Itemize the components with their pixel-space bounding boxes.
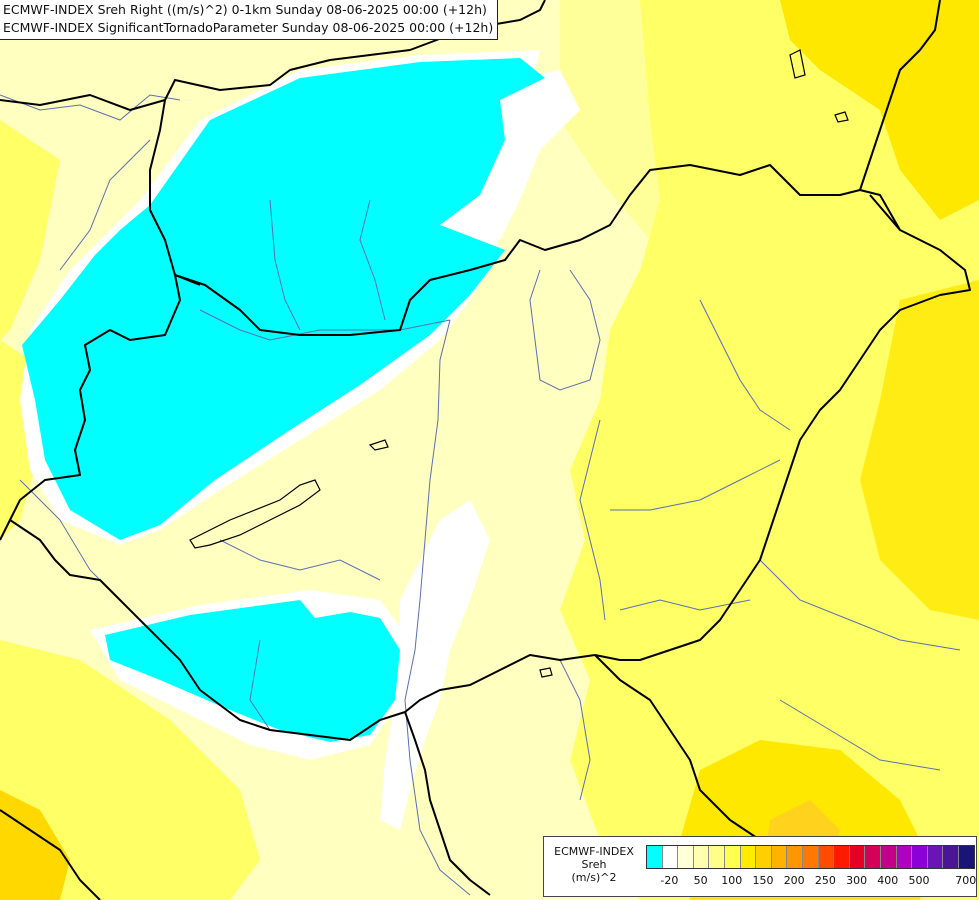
legend-swatch (740, 846, 757, 868)
legend-title-line2: Sreh (581, 858, 607, 871)
lake-small-1 (368, 439, 389, 451)
legend-swatch (802, 846, 819, 868)
legend-tick-label: 50 (693, 874, 708, 887)
border-czech-slovak (149, 0, 941, 336)
legend-swatch (756, 846, 772, 868)
legend-swatch (880, 846, 897, 868)
legend-swatch (662, 846, 679, 868)
river-7 (579, 419, 606, 621)
legend-swatch (849, 846, 866, 868)
legend-swatch (927, 846, 944, 868)
border-hungary-south (9, 519, 596, 741)
legend-swatch (647, 846, 663, 868)
lakes (189, 49, 849, 678)
cyan-north-region (22, 58, 545, 540)
lake-balaton (189, 479, 321, 549)
legend-tick-labels: -20 50 100 150 200 250 300 400 500 700 (646, 874, 976, 888)
legend-tick-label: 500 (908, 874, 930, 887)
title-line-stp: ECMWF-INDEX SignificantTornadoParameter … (3, 20, 494, 35)
border-hungary-east (594, 194, 971, 661)
border-ukraine-romania (859, 189, 901, 231)
legend-swatch (724, 846, 741, 868)
legend-tick-label: 700 (955, 874, 977, 887)
yellow-west-edge (0, 120, 60, 340)
river-14 (759, 559, 961, 651)
border-southwest (0, 809, 101, 900)
legend-title-line1: ECMWF-INDEX (554, 845, 634, 858)
legend-tick-label: 200 (783, 874, 805, 887)
river-11 (219, 539, 381, 581)
river-5 (404, 319, 471, 896)
legend-color-bar (646, 845, 976, 869)
legend-tick-label: 250 (814, 874, 836, 887)
gold-northeast (780, 0, 979, 220)
border-north (0, 0, 546, 111)
river-8 (699, 299, 791, 431)
white-corridor (380, 500, 490, 830)
legend-title-line3: (m/s)^2 (571, 871, 617, 884)
river-16 (59, 139, 151, 271)
yellow-southwest (0, 640, 260, 900)
river-9 (610, 459, 781, 511)
river-10 (619, 599, 751, 611)
legend-title: ECMWF-INDEX Sreh (m/s)^2 (546, 845, 642, 884)
legend-swatch (678, 846, 694, 868)
legend-tick-label: 100 (721, 874, 743, 887)
river-2 (269, 199, 301, 331)
legend-swatch (865, 846, 881, 868)
legend-tick-label: 150 (752, 874, 774, 887)
border-austria-slovak (0, 274, 181, 541)
river-15 (779, 699, 941, 771)
river-6 (529, 269, 601, 391)
legend-swatch (709, 846, 725, 868)
legend-tick-label: 400 (877, 874, 899, 887)
border-hungary-north (174, 274, 201, 286)
river-12 (249, 639, 271, 731)
river-lines (0, 94, 961, 896)
gold-east-mid (860, 280, 979, 620)
legend-swatch (818, 846, 835, 868)
legend-swatch (771, 846, 788, 868)
border-romania-serbia (594, 654, 761, 841)
gold-southwest-corner (0, 790, 70, 900)
legend-swatch (787, 846, 803, 868)
lake-small-2 (789, 49, 806, 79)
legend-tick-label: -20 (660, 874, 679, 887)
legend-tick-label: 300 (846, 874, 868, 887)
lake-small-4 (539, 667, 553, 678)
border-serbia-croatia (404, 711, 491, 896)
river-1 (0, 94, 181, 121)
color-legend: ECMWF-INDEX Sreh (m/s)^2 -20 50 100 150 200 2… (543, 836, 977, 897)
legend-swatch (693, 846, 710, 868)
river-13 (559, 659, 591, 801)
legend-swatch (943, 846, 959, 868)
yellow-east-band (560, 0, 979, 900)
map-title-box: ECMWF-INDEX Sreh Right ((m/s)^2) 0-1km S… (0, 0, 499, 40)
title-line-sreh: ECMWF-INDEX Sreh Right ((m/s)^2) 0-1km S… (3, 2, 487, 17)
legend-swatch (896, 846, 913, 868)
legend-swatch (958, 846, 975, 868)
river-3 (359, 199, 386, 321)
legend-swatch (912, 846, 928, 868)
legend-swatch (834, 846, 850, 868)
lake-small-3 (834, 111, 849, 123)
cyan-south-region (105, 600, 400, 742)
